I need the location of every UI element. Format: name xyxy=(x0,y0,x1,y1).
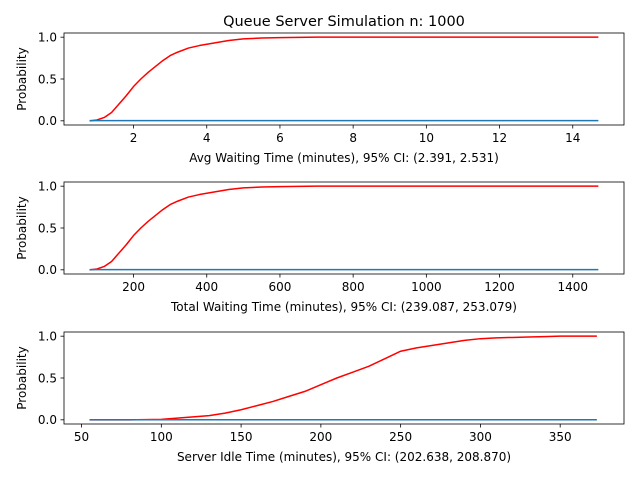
y-tick-label: 0.5 xyxy=(38,371,57,385)
figure-title: Queue Server Simulation n: 1000 xyxy=(223,14,465,30)
y-tick-label: 1.0 xyxy=(38,30,57,44)
x-tick-label: 200 xyxy=(122,280,145,294)
x-tick-label: 150 xyxy=(230,430,253,444)
cdf-line xyxy=(89,185,599,271)
x-tick-label: 12 xyxy=(492,131,507,145)
x-tick-label: 1200 xyxy=(484,280,515,294)
y-tick-label: 0.0 xyxy=(38,413,57,427)
y-tick-label: 0.5 xyxy=(38,221,57,235)
cdf-line xyxy=(89,335,597,421)
x-tick-label: 1000 xyxy=(411,280,442,294)
axes-frame xyxy=(63,331,625,425)
y-axis-label: Probability xyxy=(15,196,29,259)
x-tick-label: 6 xyxy=(276,131,284,145)
y-axis-label: Probability xyxy=(15,47,29,110)
x-tick-label: 350 xyxy=(549,430,572,444)
x-tick-label: 14 xyxy=(565,131,580,145)
subplot-1: 2 4 6 8 10 12 14 0.0 0.5 1.0 Avg Waiting Time (min… xyxy=(15,30,625,165)
x-tick-label: 4 xyxy=(203,131,211,145)
x-axis-label: Total Waiting Time (minutes), 95% CI: (2… xyxy=(170,300,517,314)
x-tick-label: 100 xyxy=(150,430,173,444)
y-tick-label: 0.0 xyxy=(38,263,57,277)
x-tick-label: 10 xyxy=(419,131,434,145)
x-tick-label: 50 xyxy=(74,430,89,444)
x-tick-label: 8 xyxy=(349,131,357,145)
subplot-2: 200 400 600 800 1000 1200 1400 0.0 0.5 1.0 Total W… xyxy=(15,179,625,314)
y-tick-label: 0.5 xyxy=(38,72,57,86)
x-tick-label: 800 xyxy=(342,280,365,294)
y-tick-label: 1.0 xyxy=(38,179,57,193)
subplots: 2 4 6 8 10 12 14 0.0 0.5 1.0 Avg Waiting Time (min… xyxy=(15,30,625,464)
y-tick-label: 1.0 xyxy=(38,329,57,343)
y-tick-label: 0.0 xyxy=(38,114,57,128)
x-axis-label: Avg Waiting Time (minutes), 95% CI: (2.3… xyxy=(189,151,499,165)
subplot-3: 50 100 150 200 250 300 350 0.0 0.5 1.0 Server Idle… xyxy=(15,329,625,464)
y-axis-label: Probability xyxy=(15,346,29,409)
x-tick-label: 200 xyxy=(309,430,332,444)
x-tick-label: 600 xyxy=(268,280,291,294)
x-tick-label: 400 xyxy=(195,280,218,294)
x-axis-label: Server Idle Time (minutes), 95% CI: (202… xyxy=(177,450,511,464)
x-tick-label: 300 xyxy=(469,430,492,444)
axes-frame xyxy=(63,181,625,275)
x-tick-label: 2 xyxy=(130,131,138,145)
x-tick-label: 1400 xyxy=(557,280,588,294)
cdf-line xyxy=(89,36,599,122)
x-tick-label: 250 xyxy=(389,430,412,444)
axes-frame xyxy=(63,32,625,126)
